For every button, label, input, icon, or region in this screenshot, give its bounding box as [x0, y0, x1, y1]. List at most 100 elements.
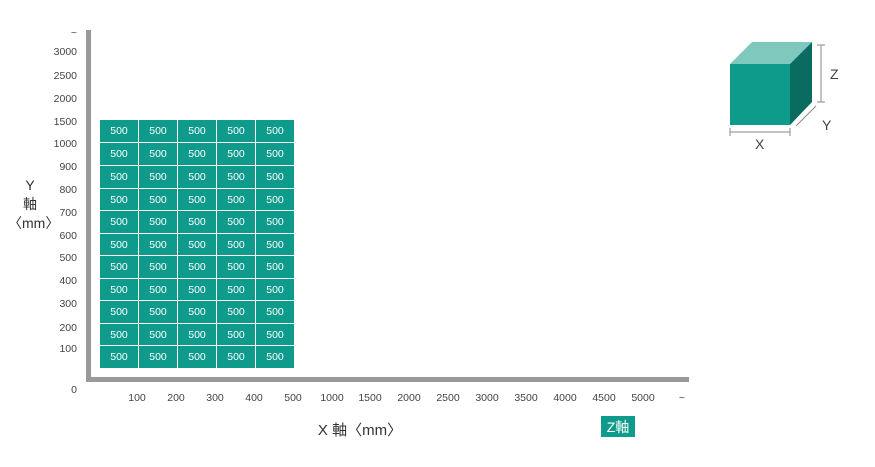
- grid-cell: 500: [139, 279, 178, 301]
- grid-cell: 500: [100, 211, 139, 234]
- x-tick-label: 300: [206, 392, 224, 404]
- x-tick-label: 100: [128, 392, 146, 404]
- grid-cell: 500: [139, 189, 178, 211]
- cube-front-face: [730, 64, 790, 125]
- grid-cell: 500: [256, 256, 295, 279]
- y-tick-label: 1500: [53, 116, 77, 128]
- y-tick-label: 700: [59, 207, 77, 219]
- grid-cell: 500: [100, 324, 139, 346]
- grid-cell: 500: [100, 143, 139, 166]
- cube-illustration: [729, 42, 825, 136]
- grid-cell: 500: [217, 279, 256, 301]
- x-tick-label: 400: [245, 392, 263, 404]
- x-tick-label: 2500: [436, 392, 460, 404]
- x-tick-label: ~: [678, 392, 686, 404]
- grid-cell: 500: [178, 324, 217, 346]
- grid-cell: 500: [139, 234, 178, 256]
- y-tick-label: 900: [59, 161, 77, 173]
- grid-cell: 500: [139, 346, 178, 369]
- grid-cell: 500: [178, 189, 217, 211]
- grid-cell: 500: [100, 346, 139, 369]
- grid-cell: 500: [256, 301, 295, 324]
- cube-label-x: X: [755, 136, 765, 152]
- cube-label-y: Y: [822, 117, 832, 133]
- y-tick-label: 300: [59, 298, 77, 310]
- x-tick-label: 2000: [397, 392, 421, 404]
- grid-cell: 500: [178, 279, 217, 301]
- x-tick-label: 1500: [358, 392, 382, 404]
- grid-cell: 500: [178, 211, 217, 234]
- grid-cell: 500: [217, 166, 256, 189]
- y-tick-label: 1000: [53, 138, 77, 150]
- grid-cell: 500: [217, 301, 256, 324]
- y-axis-title-letter: Y: [25, 177, 35, 193]
- x-axis-line: [86, 377, 689, 382]
- y-tick-label: 3000: [53, 46, 77, 58]
- grid-cell: 500: [139, 256, 178, 279]
- grid-cell: 500: [217, 143, 256, 166]
- origin-label: 0: [71, 384, 77, 396]
- x-tick-label: 500: [284, 392, 302, 404]
- grid-cell: 500: [178, 346, 217, 369]
- y-axis-title-unit: 〈mm〉: [8, 215, 60, 231]
- x-tick-label: 5000: [631, 392, 655, 404]
- grid-cell: 500: [100, 166, 139, 189]
- x-axis-title: X 軸〈mm〉: [317, 422, 403, 439]
- y-tick-label: 400: [59, 275, 77, 287]
- z-axis-badge: Z軸: [601, 416, 635, 437]
- grid-cell: 500: [178, 143, 217, 166]
- grid-cell: 500: [100, 279, 139, 301]
- x-tick-label: 3500: [514, 392, 538, 404]
- grid-cell: 500: [139, 301, 178, 324]
- grid-cell: 500: [178, 120, 217, 143]
- cube-y-dimension: [795, 105, 817, 127]
- y-axis-title: Y 軸 〈mm〉: [8, 176, 60, 233]
- grid-cell: 500: [256, 346, 295, 369]
- grid-cell: 500: [256, 324, 295, 346]
- x-tick-label: 3000: [475, 392, 499, 404]
- y-tick-label: ~: [70, 27, 77, 39]
- x-tick-label: 4000: [553, 392, 577, 404]
- y-tick-label: 200: [59, 322, 77, 334]
- y-axis-title-kanji: 軸: [23, 196, 37, 212]
- y-tick-label: 600: [59, 230, 77, 242]
- grid-cell: 500: [139, 120, 178, 143]
- cube-side-face: [790, 42, 812, 125]
- y-tick-label: 800: [59, 184, 77, 196]
- y-tick-label: 500: [59, 252, 77, 264]
- cube-top-face: [730, 42, 812, 64]
- grid-cell: 500: [256, 189, 295, 211]
- grid-cell: 500: [256, 143, 295, 166]
- grid-cell: 500: [256, 234, 295, 256]
- x-tick-label: 1000: [320, 392, 344, 404]
- grid-cell: 500: [178, 234, 217, 256]
- grid-cell: 500: [139, 324, 178, 346]
- grid-cell: 500: [217, 256, 256, 279]
- y-tick-label: 2000: [53, 93, 77, 105]
- grid-cell: 500: [217, 189, 256, 211]
- grid-cell: 500: [100, 189, 139, 211]
- grid-cell: 500: [139, 166, 178, 189]
- grid-cell: 500: [217, 324, 256, 346]
- x-tick-label: 200: [167, 392, 185, 404]
- grid-cell: 500: [100, 256, 139, 279]
- grid-cell: 500: [256, 120, 295, 143]
- grid-cell: 500: [100, 234, 139, 256]
- x-tick-label: 4500: [592, 392, 616, 404]
- grid-cell: 500: [178, 301, 217, 324]
- grid-cell: 500: [256, 166, 295, 189]
- y-axis-line: [86, 30, 91, 381]
- grid-cell: 500: [217, 234, 256, 256]
- grid-cell: 500: [178, 166, 217, 189]
- grid-cell: 500: [100, 301, 139, 324]
- grid-cell: 500: [217, 346, 256, 369]
- grid-cell: 500: [139, 143, 178, 166]
- grid-cell: 500: [139, 211, 178, 234]
- grid-cell: 500: [100, 120, 139, 143]
- grid-cell: 500: [178, 256, 217, 279]
- grid-cell: 500: [217, 211, 256, 234]
- y-tick-label: 2500: [53, 70, 77, 82]
- grid-cell: 500: [256, 279, 295, 301]
